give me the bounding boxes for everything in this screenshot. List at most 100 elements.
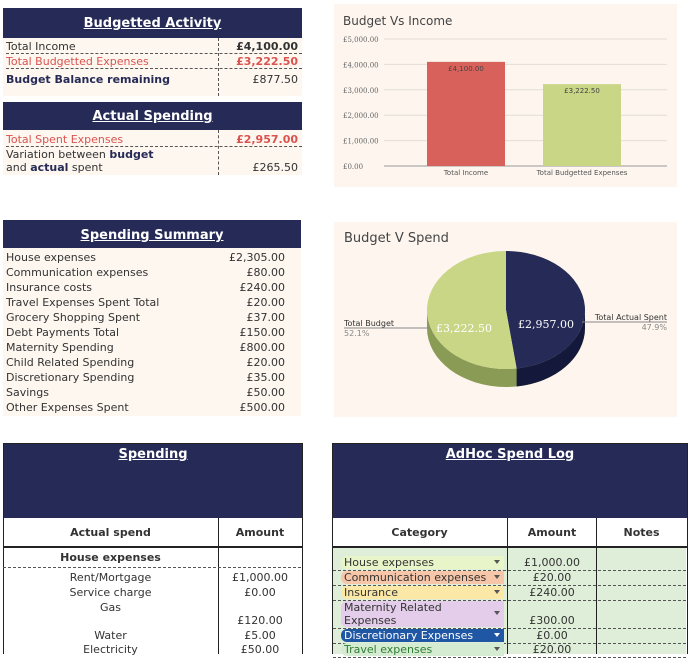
category-dropdown[interactable]: Travel expenses bbox=[341, 643, 504, 656]
total-budgetted-expenses-value: £3,222.50 bbox=[236, 55, 298, 68]
legend-percent-actual: 47.9% bbox=[642, 323, 668, 332]
category-dropdown[interactable]: House expenses bbox=[341, 556, 504, 569]
slice-value-label: £2,957.00 bbox=[518, 318, 574, 331]
total-spent-label: Total Spent Expenses bbox=[6, 133, 302, 147]
chart-title: Budget Vs Income bbox=[343, 14, 453, 28]
adhoc-header: AdHoc Spend Log bbox=[332, 443, 688, 520]
bar bbox=[427, 61, 505, 166]
slice-value-label: £3,222.50 bbox=[436, 322, 492, 335]
actual-spending-header: Actual Spending bbox=[3, 102, 302, 130]
variation-value: £265.50 bbox=[252, 161, 299, 174]
chevron-down-icon[interactable] bbox=[494, 575, 500, 579]
bar bbox=[543, 84, 621, 166]
row-divider bbox=[333, 570, 686, 571]
spending-table bbox=[3, 518, 303, 654]
pie-slice-budget bbox=[427, 251, 517, 369]
divider bbox=[218, 130, 219, 175]
adhoc-colhead-row bbox=[332, 518, 687, 548]
y-tick-label: £2,000.00 bbox=[343, 112, 379, 120]
row-divider bbox=[333, 643, 686, 644]
category-dropdown[interactable]: Communication expenses bbox=[341, 571, 504, 584]
row-divider bbox=[333, 628, 686, 629]
summary-row-value: £800.00 bbox=[239, 341, 286, 354]
total-income-label: Total Income bbox=[6, 40, 302, 54]
category-dropdown-label: Discretionary Expenses bbox=[344, 629, 474, 642]
spending-row-label: Electricity bbox=[83, 643, 138, 656]
category-dropdown[interactable]: Insurance bbox=[341, 586, 504, 599]
adhoc-amount[interactable]: £0.00 bbox=[536, 629, 568, 642]
summary-row-value: £150.00 bbox=[239, 326, 286, 339]
row-divider bbox=[333, 585, 686, 586]
budget-activity-panel bbox=[3, 38, 302, 96]
col-notes: Notes bbox=[623, 526, 660, 539]
category-dropdown-label: Communication expenses bbox=[344, 571, 487, 584]
spending-row-value[interactable]: £120.00 bbox=[237, 614, 283, 627]
legend-label-budget: Total Budget bbox=[343, 319, 394, 328]
y-tick-label: £3,000.00 bbox=[343, 87, 379, 95]
summary-row-value: £80.00 bbox=[246, 266, 286, 279]
chevron-down-icon[interactable] bbox=[494, 611, 500, 615]
adhoc-amount[interactable]: £300.00 bbox=[529, 614, 575, 627]
col-amount: Amount bbox=[235, 526, 285, 539]
spending-row-label: Water bbox=[94, 629, 127, 642]
adhoc-amount[interactable]: £240.00 bbox=[529, 586, 575, 599]
adhoc-amount[interactable]: £1,000.00 bbox=[524, 556, 580, 569]
spending-row-label: Gas bbox=[100, 601, 121, 614]
chevron-down-icon[interactable] bbox=[494, 590, 500, 594]
spending-row-value[interactable]: £5.00 bbox=[244, 629, 276, 642]
adhoc-amount[interactable]: £20.00 bbox=[532, 643, 572, 656]
summary-row-value: £500.00 bbox=[239, 401, 286, 414]
category-dropdown[interactable]: Maternity Related Expenses bbox=[341, 601, 504, 627]
bar-value-label: £4,100.00 bbox=[448, 65, 484, 73]
budget-balance-label: Budget Balance remaining bbox=[6, 73, 171, 86]
summary-row-label: Child Related Spending bbox=[6, 356, 135, 369]
category-dropdown-label: Insurance bbox=[344, 586, 398, 599]
spending-row-value[interactable]: £1,000.00 bbox=[232, 571, 288, 584]
summary-row-value: £20.00 bbox=[246, 356, 286, 369]
budget-v-spend-chart: Budget V Spend £3,222.50 £2,957.00 Total B… bbox=[334, 222, 677, 417]
summary-row-label: Insurance costs bbox=[6, 281, 93, 294]
category-dropdown-label: Travel expenses bbox=[344, 643, 433, 656]
category-dropdown[interactable]: Discretionary Expenses bbox=[341, 629, 504, 642]
chevron-down-icon[interactable] bbox=[494, 647, 500, 651]
summary-row-label: Grocery Shopping Spent bbox=[6, 311, 141, 324]
summary-row-label: House expenses bbox=[6, 251, 97, 264]
y-tick-label: £1,000.00 bbox=[343, 138, 379, 146]
spending-row-value[interactable]: £0.00 bbox=[244, 586, 276, 599]
legend-percent-budget: 52.1% bbox=[344, 329, 370, 338]
bar-value-label: £3,222.50 bbox=[564, 87, 600, 95]
summary-row-label: Travel Expenses Spent Total bbox=[6, 296, 160, 309]
category-dropdown-label: Maternity Related Expenses bbox=[344, 601, 442, 627]
summary-row-value: £20.00 bbox=[246, 296, 286, 309]
spending-row-value[interactable]: £50.00 bbox=[240, 643, 280, 656]
pie-slice-actual bbox=[506, 251, 586, 369]
total-spent-value: £2,957.00 bbox=[236, 133, 298, 146]
chevron-down-icon[interactable] bbox=[494, 633, 500, 637]
spending-row-label: Service charge bbox=[69, 586, 152, 599]
divider bbox=[218, 518, 219, 654]
chevron-down-icon[interactable] bbox=[494, 560, 500, 564]
section-house-expenses: House expenses bbox=[3, 551, 301, 568]
chart-title: Budget V Spend bbox=[344, 231, 449, 246]
summary-row-value: £37.00 bbox=[246, 311, 286, 324]
divider bbox=[596, 518, 597, 654]
y-tick-label: £5,000.00 bbox=[343, 36, 379, 44]
total-income-value: £4,100.00 bbox=[236, 40, 298, 53]
budget-balance-value: £877.50 bbox=[252, 73, 299, 86]
spending-colhead-row bbox=[3, 518, 302, 548]
summary-row-value: £50.00 bbox=[246, 386, 286, 399]
spending-header: Spending bbox=[3, 443, 303, 520]
col-amount: Amount bbox=[527, 526, 577, 539]
summary-row-value: £2,305.00 bbox=[229, 251, 285, 264]
col-actual-spend: Actual spend bbox=[70, 526, 151, 539]
summary-row-value: £240.00 bbox=[239, 281, 286, 294]
bar-chart-svg: £0.00 £1,000.00 £2,000.00 £3,000.00 £4,000.0… bbox=[343, 36, 667, 177]
divider bbox=[507, 518, 508, 654]
pie-side-actual bbox=[516, 310, 585, 387]
spending-row-label: Rent/Mortgage bbox=[69, 571, 152, 584]
variation-label-line1: Variation between budget bbox=[6, 148, 154, 161]
adhoc-amount[interactable]: £20.00 bbox=[532, 571, 572, 584]
summary-row-label: Other Expenses Spent bbox=[6, 401, 129, 414]
category-dropdown-label: House expenses bbox=[344, 556, 435, 569]
